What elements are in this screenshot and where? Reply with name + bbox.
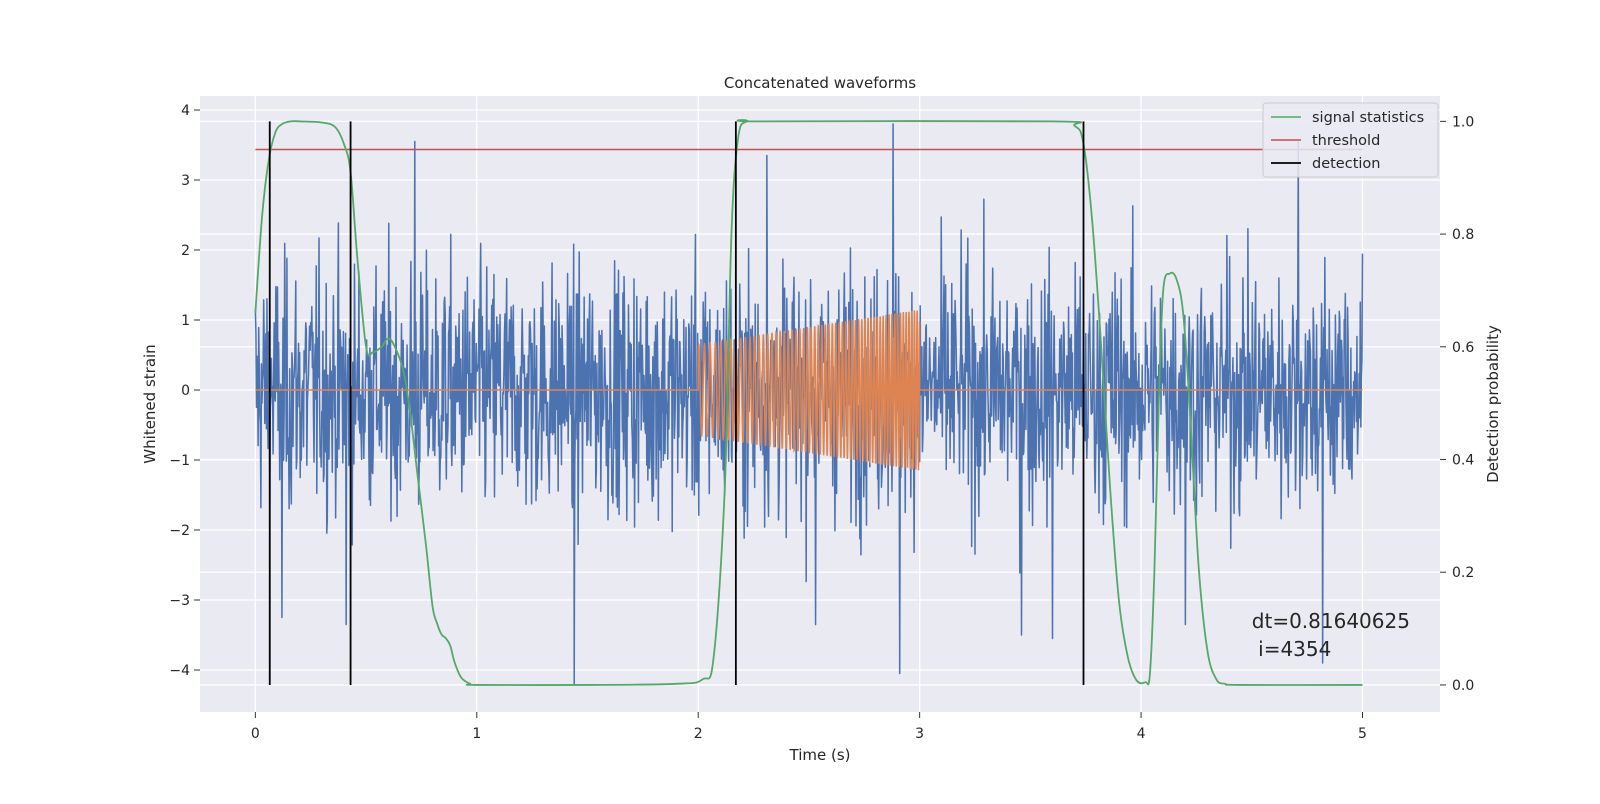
x-tick-label: 4 [1137, 726, 1146, 742]
annotation-index: i=4354 [1252, 637, 1332, 661]
signal-statistics-series [254, 119, 1363, 686]
template-line [255, 310, 1363, 471]
y2-tick-label: 0.6 [1452, 340, 1474, 356]
y2-tick-label: 0.2 [1452, 565, 1474, 581]
detection-series [268, 121, 1085, 685]
y-tick-label: 3 [181, 173, 190, 189]
y-tick-label: 4 [181, 103, 190, 119]
x-tick-label: 0 [251, 726, 260, 742]
annotation: dt=0.81640625 i=4354 [1252, 609, 1410, 661]
y-tick-label: 2 [181, 243, 190, 259]
legend-label-detection: detection [1312, 156, 1380, 172]
y-tick-label: −4 [169, 663, 190, 679]
x-tick-label: 3 [915, 726, 924, 742]
y-tick-label: 0 [181, 383, 190, 399]
y2-tick-label: 0.8 [1452, 227, 1474, 243]
signal-statistics-line [254, 119, 1363, 686]
y-tick-label: −3 [169, 593, 190, 609]
x-tick-label: 5 [1358, 726, 1367, 742]
x-axis-label: Time (s) [789, 746, 851, 764]
y-axis-label: Whitened strain [141, 344, 159, 463]
legend-label-signal: signal statistics [1312, 110, 1424, 126]
annotation-dt: dt=0.81640625 [1252, 609, 1410, 633]
y-tick-label: 1 [181, 313, 190, 329]
y2-axis-label: Detection probability [1484, 325, 1502, 483]
template-series [255, 310, 1363, 471]
y-tick-label: −1 [169, 453, 190, 469]
x-tick-label: 2 [694, 726, 703, 742]
chart-title: Concatenated waveforms [724, 74, 916, 92]
y2-tick-label: 0.4 [1452, 453, 1474, 469]
legend: signal statistics threshold detection [1262, 102, 1439, 178]
x-tick-label: 1 [472, 726, 481, 742]
y-tick-label: −2 [169, 523, 190, 539]
y2-tick-label: 1.0 [1452, 114, 1474, 130]
y2-tick-label: 0.0 [1452, 678, 1474, 694]
legend-box [1262, 102, 1439, 178]
axis-ticks: 0 1 2 3 4 5 −4 −3 −2 −1 0 1 2 3 4 0.0 0.2 0.4 0.6 0.8 1.0 [169, 103, 1474, 742]
legend-label-threshold: threshold [1312, 133, 1380, 149]
